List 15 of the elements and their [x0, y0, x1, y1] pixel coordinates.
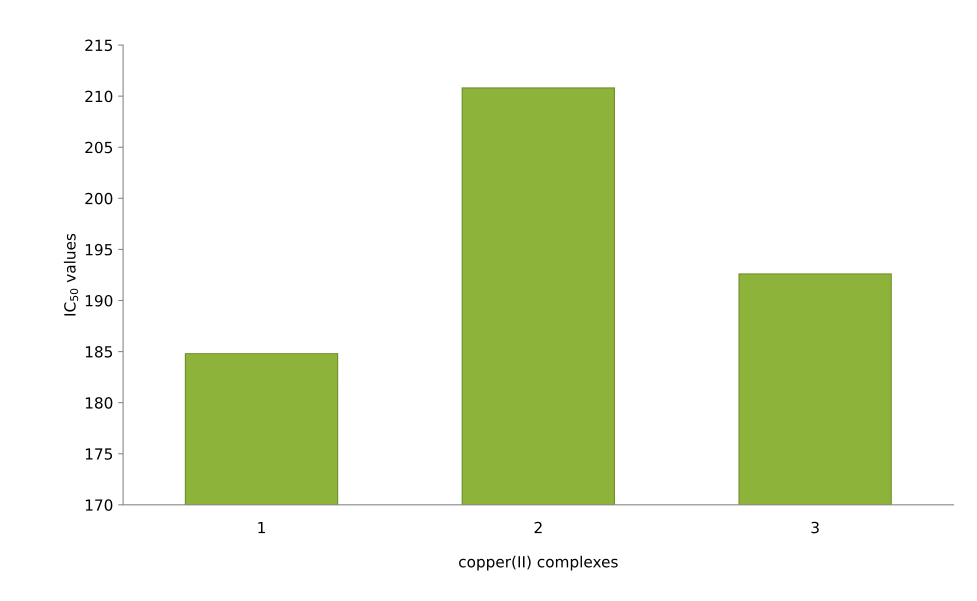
y-tick-label: 200	[85, 192, 112, 204]
y-tick-label: 205	[85, 142, 112, 154]
x-axis-title: copper(II) complexes	[459, 556, 618, 571]
x-tick-label: 2	[534, 522, 542, 534]
y-tick-label: 215	[85, 40, 112, 52]
y-tick-label: 185	[86, 346, 112, 358]
x-tick-label: 1	[258, 522, 265, 534]
y-tick-label: 180	[86, 397, 112, 409]
y-tick-label: 190	[86, 294, 112, 307]
y-tick-label: 175	[86, 448, 112, 460]
y-tick-label: 210	[85, 90, 112, 102]
y-axis-title: IC$_{50}$ values	[64, 234, 78, 316]
y-tick-label: 195	[86, 244, 112, 256]
x-tick-label: 3	[811, 522, 819, 534]
y-tick-label: 170	[86, 499, 112, 511]
